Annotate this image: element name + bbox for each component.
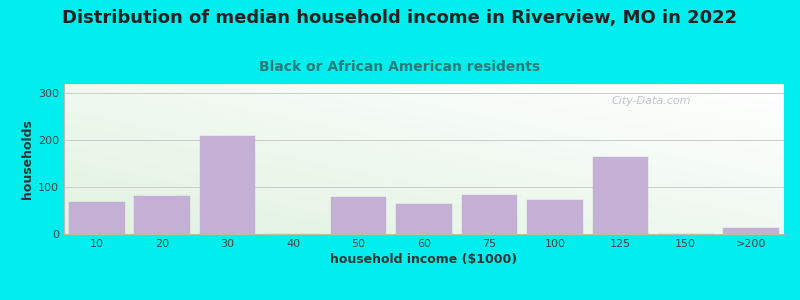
Text: City-Data.com: City-Data.com — [611, 96, 690, 106]
Bar — [330, 197, 386, 234]
Bar — [200, 136, 255, 234]
Text: Distribution of median household income in Riverview, MO in 2022: Distribution of median household income … — [62, 9, 738, 27]
Text: Black or African American residents: Black or African American residents — [259, 60, 541, 74]
Bar — [723, 228, 779, 234]
Bar — [593, 157, 648, 234]
Bar — [134, 196, 190, 234]
X-axis label: household income ($1000): household income ($1000) — [330, 253, 518, 266]
Bar — [462, 195, 518, 234]
Y-axis label: households: households — [21, 119, 34, 199]
Bar — [396, 205, 452, 234]
Bar — [69, 202, 125, 234]
Bar — [527, 200, 582, 234]
